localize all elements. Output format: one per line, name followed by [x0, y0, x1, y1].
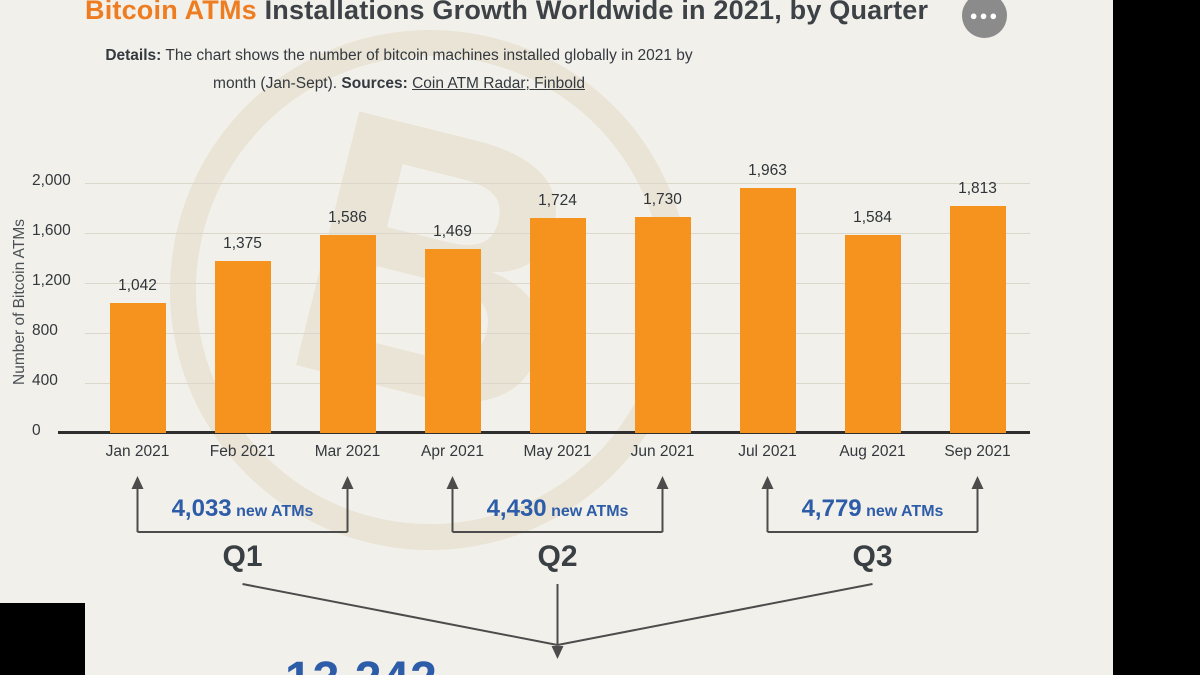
bar-jun-2021	[634, 216, 691, 433]
bar-apr-2021	[424, 249, 481, 433]
bar-jul-2021	[739, 187, 796, 433]
quarter-new-atms-label: 4,779 new ATMs	[743, 495, 1003, 523]
letterbox-bottom-left	[0, 603, 85, 675]
quarter-new-atms-value: 4,430	[486, 495, 547, 522]
total-new-atms-partial: 13,242	[285, 652, 438, 675]
quarter-new-atms-value: 4,779	[801, 495, 862, 522]
x-axis-label: Mar 2021	[314, 443, 381, 460]
bar-value-label: 1,584	[853, 209, 892, 226]
letterbox-right	[1113, 0, 1200, 675]
y-axis-tick-label: 400	[32, 372, 58, 389]
gridline	[85, 182, 1030, 184]
quarter-new-atms-label: 4,430 new ATMs	[428, 495, 688, 523]
more-options-button[interactable]: ●●●	[962, 0, 1007, 38]
bar-value-label: 1,730	[643, 190, 682, 208]
source-link-finbold[interactable]: Finbold	[534, 74, 585, 92]
chart-details: Details: The chart shows the number of b…	[85, 42, 713, 98]
y-axis-tick-label: 0	[32, 422, 41, 439]
bar-value-label: 1,724	[538, 191, 577, 209]
source-link-coin-atm-radar[interactable]: Coin ATM Radar	[412, 74, 526, 92]
x-axis-label: Aug 2021	[839, 443, 906, 460]
quarter-label-q1: Q1	[222, 540, 263, 573]
bar-feb-2021	[214, 261, 271, 433]
x-axis-label: Jan 2021	[105, 443, 170, 460]
quarter-new-atms-suffix: new ATMs	[546, 503, 629, 520]
quarter-new-atms-suffix: new ATMs	[861, 503, 944, 520]
y-axis-tick-label: 1,200	[32, 272, 71, 289]
x-axis-label: Jul 2021	[738, 443, 797, 460]
quarter-new-atms-suffix: new ATMs	[231, 503, 314, 520]
y-axis-title: Number of Bitcoin ATMs	[11, 219, 28, 385]
title-highlight: Bitcoin ATMs	[85, 0, 257, 25]
x-axis-label: Feb 2021	[209, 443, 276, 460]
quarter-new-atms-value: 4,033	[171, 495, 232, 522]
source-links: Coin ATM Radar; Finbold	[412, 75, 585, 92]
y-axis-tick-label: 2,000	[32, 172, 71, 189]
bar-value-label: 1,469	[433, 223, 472, 241]
x-axis-label: Jun 2021	[630, 443, 695, 460]
x-axis-label: May 2021	[523, 443, 592, 460]
bar-value-label: 1,963	[748, 161, 787, 179]
x-axis-label: Sep 2021	[944, 443, 1011, 460]
bar-aug-2021	[844, 235, 901, 433]
page-title: Bitcoin ATMs Installations Growth Worldw…	[85, 0, 1015, 26]
bar-jan-2021	[109, 302, 166, 433]
bar-mar-2021	[319, 234, 376, 433]
bar-value-label: 1,042	[118, 276, 157, 294]
title-rest: Installations Growth Worldwide in 2021, …	[256, 0, 929, 25]
bar-value-label: 1,813	[958, 180, 997, 198]
y-axis-tick-label: 1,600	[32, 222, 71, 239]
bar-value-label: 1,375	[223, 235, 262, 253]
quarter-label-q3: Q3	[852, 540, 893, 573]
ellipsis-icon: ●●●	[969, 8, 1000, 23]
bar-may-2021	[529, 217, 586, 433]
sources-label: Sources:	[341, 74, 408, 92]
sources-separator: ;	[525, 74, 535, 92]
details-label: Details:	[105, 47, 162, 64]
quarter-label-q2: Q2	[537, 540, 578, 573]
bar-value-label: 1,586	[328, 208, 367, 226]
bar-sep-2021	[949, 206, 1006, 433]
y-axis-tick-label: 800	[32, 322, 58, 339]
quarter-new-atms-label: 4,033 new ATMs	[113, 495, 373, 523]
x-axis-label: Apr 2021	[421, 443, 484, 460]
details-text: The chart shows the number of bitcoin ma…	[165, 47, 693, 92]
